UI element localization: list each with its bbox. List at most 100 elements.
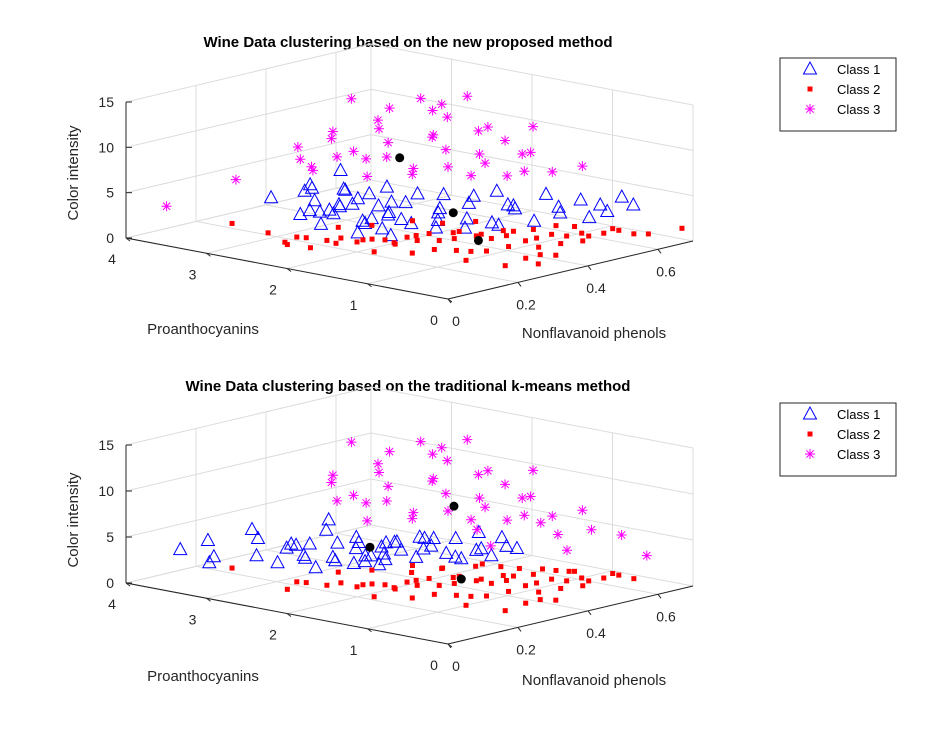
cluster-centroid <box>365 542 375 552</box>
point-class-3 <box>374 467 385 478</box>
point-class-2 <box>382 582 388 588</box>
point-class-2 <box>284 242 290 248</box>
point-class-1 <box>250 530 266 544</box>
legend-entry: Class 1 <box>837 407 880 422</box>
point-class-2 <box>453 247 459 253</box>
point-class-1 <box>312 204 328 218</box>
point-class-2 <box>534 235 540 241</box>
point-class-1 <box>376 545 392 560</box>
point-class-1 <box>172 541 188 556</box>
x-axis-line <box>447 585 694 645</box>
x-axis-line <box>447 240 694 300</box>
point-class-2 <box>426 231 432 237</box>
point-class-1 <box>499 538 514 552</box>
point-class-1 <box>321 511 336 526</box>
z-axis-label: Color intensity <box>65 472 82 568</box>
point-class-2 <box>631 576 637 582</box>
point-class-2 <box>414 238 420 244</box>
point-class-2 <box>439 566 445 572</box>
point-class-3 <box>466 170 477 181</box>
point-class-2 <box>484 248 489 254</box>
legend-box <box>779 57 897 132</box>
point-class-1 <box>279 540 294 554</box>
point-class-3 <box>440 488 451 499</box>
point-class-2 <box>679 225 685 231</box>
point-class-1 <box>438 545 454 559</box>
point-class-3 <box>427 105 438 116</box>
point-class-2 <box>500 573 506 579</box>
point-class-3 <box>427 476 438 487</box>
point-class-3 <box>474 149 485 160</box>
x-tick-mark <box>587 610 592 616</box>
point-class-2 <box>506 588 512 594</box>
point-class-2 <box>431 246 437 252</box>
point-class-1 <box>393 542 409 556</box>
point-class-3 <box>474 493 485 504</box>
point-class-1 <box>551 199 566 213</box>
point-class-3 <box>361 497 372 508</box>
point-class-2 <box>473 233 479 239</box>
grid-line <box>125 478 372 538</box>
point-class-2 <box>610 571 616 577</box>
point-class-1 <box>336 181 352 195</box>
grid-line <box>370 88 694 151</box>
point-class-1 <box>374 220 390 235</box>
point-class-1 <box>417 530 432 544</box>
point-class-1 <box>307 192 322 207</box>
y-tick-label: 2 <box>269 627 277 643</box>
z-tick-label: 0 <box>106 230 114 246</box>
point-class-3 <box>332 495 343 506</box>
point-class-1 <box>302 176 318 191</box>
point-class-3 <box>440 144 451 155</box>
axes-frame <box>125 444 694 649</box>
point-class-3 <box>443 161 453 172</box>
point-class-3 <box>482 465 493 476</box>
point-class-3 <box>547 166 558 177</box>
grid-line <box>370 386 694 449</box>
scatter-points <box>161 91 685 269</box>
point-class-1 <box>263 189 279 204</box>
point-class-1 <box>297 183 313 197</box>
point-class-2 <box>564 233 570 239</box>
point-class-3 <box>415 436 426 447</box>
point-class-1 <box>416 540 431 555</box>
point-class-2 <box>553 223 559 229</box>
point-class-2 <box>498 564 504 570</box>
point-class-2 <box>294 234 300 240</box>
point-class-2 <box>566 568 572 574</box>
point-class-1 <box>330 535 345 549</box>
x-tick-label: 0.2 <box>516 641 536 657</box>
point-class-2 <box>510 228 516 234</box>
point-class-2 <box>450 230 456 236</box>
point-class-2 <box>451 580 457 586</box>
point-class-2 <box>534 580 540 586</box>
point-class-2 <box>601 230 607 236</box>
point-class-1 <box>408 549 424 563</box>
point-class-2 <box>468 593 474 599</box>
point-class-2 <box>463 602 469 608</box>
point-class-2 <box>391 240 397 246</box>
z-tick-label: 15 <box>98 94 114 110</box>
axes-frame <box>125 101 694 304</box>
point-class-1 <box>302 535 318 550</box>
grid-line <box>370 43 694 106</box>
point-class-2 <box>535 261 541 267</box>
point-class-2 <box>523 583 529 589</box>
point-class-3 <box>383 481 394 492</box>
point-class-1 <box>374 538 389 553</box>
point-class-3 <box>641 550 652 561</box>
point-class-2 <box>456 228 462 234</box>
point-class-2 <box>473 218 479 224</box>
point-class-2 <box>391 585 397 591</box>
point-class-3 <box>586 524 597 535</box>
point-class-3 <box>502 515 513 526</box>
point-class-3 <box>519 510 530 521</box>
y-tick-mark <box>206 597 211 602</box>
point-class-1 <box>384 194 399 208</box>
point-class-1 <box>448 549 463 563</box>
point-class-1 <box>345 196 360 210</box>
point-class-3 <box>326 477 337 488</box>
legend-marker <box>805 449 815 459</box>
x-tick-label: 0.6 <box>656 263 676 279</box>
